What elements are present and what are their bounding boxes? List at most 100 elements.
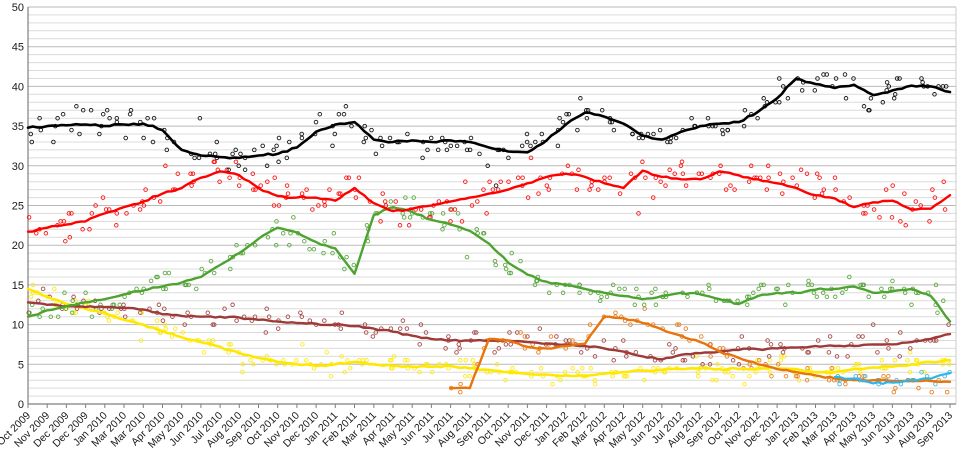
poll-point-yellow — [162, 322, 167, 327]
poll-point-red — [728, 183, 733, 188]
poll-point-green — [228, 266, 233, 272]
poll-point-red — [469, 203, 475, 208]
poll-point-black — [55, 115, 60, 121]
poll-point-green — [252, 242, 258, 248]
poll-point-dark-red — [373, 330, 379, 335]
poll-point-yellow — [588, 366, 593, 371]
poll-point-dark-red — [856, 334, 861, 339]
poll-point-yellow — [115, 310, 120, 315]
y-axis-label: 40 — [12, 81, 24, 93]
poll-point-red — [58, 219, 63, 224]
y-axis-label: 25 — [12, 201, 24, 213]
poll-point-black — [932, 92, 937, 97]
poll-point-dark-red — [338, 326, 344, 331]
poll-point-black — [425, 147, 430, 153]
poll-point-orange — [826, 377, 832, 383]
poll-point-orange — [613, 310, 618, 315]
poll-point-green — [401, 215, 407, 220]
poll-point-dark-red — [826, 350, 832, 355]
poll-point-yellow — [470, 358, 476, 363]
poll-point-green — [879, 286, 884, 292]
poll-point-orange — [881, 373, 886, 379]
poll-point-green — [27, 310, 32, 315]
poll-point-red — [322, 199, 327, 204]
poll-point-black — [284, 155, 290, 161]
poll-point-dark-red — [162, 306, 167, 311]
poll-point-green — [442, 223, 447, 228]
poll-point-yellow — [558, 377, 563, 383]
poll-point-red — [790, 175, 795, 180]
poll-point-red — [175, 171, 181, 176]
poll-point-green — [40, 306, 45, 311]
poll-point-black — [636, 135, 642, 141]
poll-point-yellow — [364, 358, 369, 363]
poll-point-dark-red — [472, 330, 477, 335]
poll-point-orange — [570, 338, 575, 343]
poll-point-green — [509, 250, 514, 256]
poll-point-green — [758, 282, 764, 288]
poll-point-yellow — [922, 369, 927, 375]
poll-point-yellow — [907, 369, 913, 375]
poll-point-dark-red — [185, 310, 190, 315]
poll-point-yellow — [210, 338, 216, 343]
poll-point-black — [114, 115, 120, 121]
y-gridlines — [27, 6, 957, 405]
poll-point-red — [487, 179, 492, 184]
poll-point-green — [653, 302, 659, 308]
poll-point-dark-red — [766, 354, 772, 359]
poll-point-black — [77, 131, 82, 137]
poll-point-green — [641, 302, 647, 308]
poll-point-black — [317, 111, 323, 117]
poll-point-black — [506, 155, 511, 161]
series-scatter-red — [26, 155, 948, 244]
poll-point-dark-red — [805, 350, 810, 355]
poll-point-green — [321, 250, 326, 256]
y-axis-label: 35 — [12, 121, 24, 133]
poll-point-green — [330, 250, 335, 256]
poll-point-black — [477, 151, 482, 157]
poll-point-green — [69, 310, 75, 315]
poll-point-yellow — [251, 362, 256, 367]
poll-point-orange — [518, 330, 523, 335]
poll-point-orange — [886, 373, 891, 379]
poll-point-dark-red — [670, 350, 676, 355]
poll-point-yellow — [538, 366, 544, 371]
poll-point-orange — [929, 389, 934, 395]
poll-point-yellow — [858, 369, 863, 375]
y-axis-labels: 0 5 10 15 20 25 30 35 40 45 50 — [12, 2, 24, 411]
series-line-black — [26, 77, 952, 160]
poll-point-dark-red — [417, 342, 422, 347]
poll-point-yellow — [742, 381, 747, 387]
poll-point-orange — [699, 334, 704, 339]
poll-point-red — [932, 195, 938, 200]
poll-point-yellow — [402, 358, 408, 363]
poll-point-green — [756, 286, 761, 292]
poll-point-yellow — [726, 369, 731, 375]
poll-point-red — [66, 211, 72, 216]
poll-point-green — [503, 266, 509, 272]
poll-point-dark-red — [946, 322, 951, 327]
poll-point-black — [485, 163, 490, 169]
poll-point-red — [227, 175, 232, 180]
poll-point-red — [663, 183, 668, 188]
y-axis-label: 5 — [18, 359, 24, 371]
poll-point-yellow — [747, 373, 752, 379]
poll-point-yellow — [892, 358, 898, 363]
poll-point-green — [941, 298, 946, 304]
poll-point-red — [484, 211, 489, 216]
poll-point-yellow — [730, 373, 735, 379]
poll-point-yellow — [240, 362, 246, 367]
poll-point-dark-red — [780, 350, 786, 355]
poll-point-green — [194, 286, 199, 292]
poll-point-green — [935, 310, 940, 315]
poll-point-black — [566, 111, 572, 117]
poll-point-black — [815, 76, 820, 81]
poll-point-red — [643, 175, 648, 180]
poll-point-red — [748, 163, 754, 169]
poll-point-black — [428, 135, 434, 141]
poll-point-black — [100, 111, 106, 117]
poll-point-yellow — [575, 369, 580, 375]
series-scatter-green — [27, 195, 946, 319]
